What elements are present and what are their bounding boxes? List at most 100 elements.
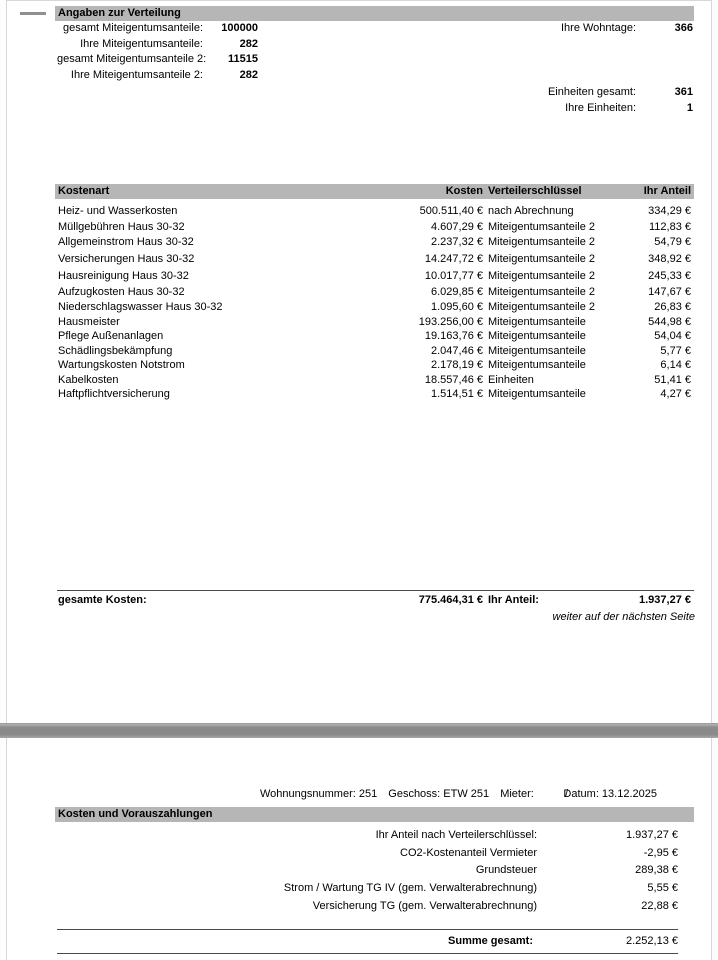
cell-kostenart: Versicherungen Haus 30-32 bbox=[58, 252, 195, 265]
cell-schluessel: Miteigentumsanteile 2 bbox=[488, 252, 596, 265]
cell-anteil: 5,77 € bbox=[660, 344, 691, 357]
cell-kostenart: Hausmeister bbox=[58, 315, 120, 328]
totals-label: gesamte Kosten: bbox=[58, 594, 147, 606]
continuation-note: weiter auf der nächsten Seite bbox=[552, 611, 695, 623]
ihre-einheiten-value: 1 bbox=[686, 101, 693, 114]
table-row: Müllgebühren Haus 30-32 4.607,29 € Mitei… bbox=[55, 221, 694, 234]
cell-kostenart: Niederschlagswasser Haus 30-32 bbox=[58, 301, 223, 313]
sum-divider-line-top bbox=[57, 929, 678, 930]
cell-kostenart: Kabelkosten bbox=[58, 373, 119, 386]
cell-kostenart: Müllgebühren Haus 30-32 bbox=[58, 220, 185, 233]
cell-anteil: 147,67 € bbox=[648, 285, 691, 298]
p2-row-value: 22,88 € bbox=[641, 899, 678, 912]
section-header-vorauszahlungen: Kosten und Vorauszahlungen bbox=[55, 807, 694, 822]
cell-schluessel: Miteigentumsanteile bbox=[488, 344, 586, 357]
p2-row-value: 289,38 € bbox=[635, 864, 678, 877]
cell-schluessel: Miteigentumsanteile bbox=[488, 330, 586, 342]
col-header-schluessel: Verteilerschlüssel bbox=[488, 185, 582, 197]
dist-label-0: gesamt Miteigentumsanteile: bbox=[62, 22, 203, 34]
cell-kostenart: Allgemeinstrom Haus 30-32 bbox=[58, 236, 194, 248]
cell-kosten: 500.511,40 € bbox=[419, 205, 483, 217]
table-row: Wartungskosten Notstrom 2.178,19 € Mitei… bbox=[55, 359, 694, 372]
page-2 bbox=[6, 738, 712, 960]
meta-slash: / bbox=[565, 788, 569, 800]
cell-kostenart: Hausreinigung Haus 30-32 bbox=[58, 269, 189, 282]
col-header-kosten: Kosten bbox=[445, 185, 483, 197]
cell-schluessel: Miteigentumsanteile bbox=[488, 388, 586, 400]
table-row: Niederschlagswasser Haus 30-32 1.095,60 … bbox=[55, 301, 694, 314]
cell-kosten: 14.247,72 € bbox=[424, 252, 483, 265]
dist-value-2: 11515 bbox=[228, 53, 258, 65]
dist-value-3: 282 bbox=[239, 68, 258, 81]
table-header: Kostenart Kosten Verteilerschlüssel Ihr … bbox=[55, 184, 694, 199]
table-row: Allgemeinstrom Haus 30-32 2.237,32 € Mit… bbox=[55, 236, 694, 249]
sum-label: Summe gesamt: bbox=[448, 935, 533, 947]
cell-anteil: 54,79 € bbox=[654, 236, 691, 248]
einheiten-gesamt-value: 361 bbox=[674, 86, 693, 98]
table-row: Hausmeister 193.256,00 € Miteigentumsant… bbox=[55, 316, 694, 329]
p2-row-label: Versicherung TG (gem. Verwalterabrechnun… bbox=[312, 899, 537, 912]
section-header-verteilung-label: Angaben zur Verteilung bbox=[58, 7, 181, 19]
page2-meta-line: Wohnungsnummer: 251 Geschoss: ETW 251 Mi… bbox=[260, 788, 657, 801]
cell-anteil: 245,33 € bbox=[648, 269, 691, 282]
col-header-anteil: Ihr Anteil bbox=[643, 185, 691, 197]
cell-kosten: 10.017,77 € bbox=[424, 269, 483, 282]
cell-anteil: 112,83 € bbox=[648, 220, 691, 233]
table-row: Versicherungen Haus 30-32 14.247,72 € Mi… bbox=[55, 253, 694, 266]
cell-kostenart: Haftpflichtversicherung bbox=[58, 388, 170, 400]
cell-kosten: 193.256,00 € bbox=[418, 315, 483, 328]
cell-kosten: 4.607,29 € bbox=[431, 220, 483, 233]
sum-value: 2.252,13 € bbox=[626, 935, 678, 947]
meta-wohnungsnummer: Wohnungsnummer: 251 bbox=[260, 788, 378, 800]
cell-kosten: 2.237,32 € bbox=[431, 236, 483, 248]
cell-schluessel: Miteigentumsanteile 2 bbox=[488, 220, 596, 233]
page-1 bbox=[6, 0, 712, 724]
cell-schluessel: Miteigentumsanteile bbox=[488, 359, 586, 371]
ihre-einheiten-label: Ihre Einheiten: bbox=[565, 101, 636, 114]
totals-divider-line bbox=[57, 590, 694, 591]
sum-divider-line-bottom bbox=[57, 953, 678, 954]
fold-mark bbox=[20, 12, 46, 15]
cell-kostenart: Aufzugkosten Haus 30-32 bbox=[58, 285, 185, 298]
page-separator bbox=[0, 723, 718, 738]
table-row: Schädlingsbekämpfung 2.047,46 € Miteigen… bbox=[55, 345, 694, 358]
cell-anteil: 54,04 € bbox=[654, 330, 691, 342]
cell-kosten: 1.514,51 € bbox=[431, 388, 483, 400]
cell-schluessel: Miteigentumsanteile 2 bbox=[488, 236, 596, 248]
dist-value-0: 100000 bbox=[221, 22, 258, 34]
table-row: Haftpflichtversicherung 1.514,51 € Mitei… bbox=[55, 388, 694, 401]
cell-anteil: 26,83 € bbox=[654, 301, 691, 313]
dist-label-2: gesamt Miteigentumsanteile 2: bbox=[57, 53, 207, 65]
col-header-kostenart: Kostenart bbox=[58, 185, 110, 197]
totals-anteil-label: Ihr Anteil: bbox=[488, 594, 539, 606]
cell-kostenart: Schädlingsbekämpfung bbox=[58, 344, 173, 357]
cell-kosten: 2.047,46 € bbox=[431, 344, 483, 357]
cell-anteil: 334,29 € bbox=[648, 205, 691, 217]
cell-anteil: 6,14 € bbox=[660, 359, 691, 371]
dist-value-1: 282 bbox=[239, 37, 258, 50]
p2-row-label: CO2-Kostenanteil Vermieter bbox=[400, 846, 537, 859]
cell-anteil: 544,98 € bbox=[648, 315, 691, 328]
cell-schluessel: Einheiten bbox=[488, 373, 534, 386]
cell-schluessel: Miteigentumsanteile 2 bbox=[488, 285, 596, 298]
meta-geschoss: Geschoss: ETW 251 bbox=[388, 788, 490, 800]
totals-kosten: 775.464,31 € bbox=[418, 594, 483, 606]
p2-row-label: Grundsteuer bbox=[475, 864, 537, 877]
table-row: Kabelkosten 18.557,46 € Einheiten 51,41 … bbox=[55, 374, 694, 387]
einheiten-gesamt-label: Einheiten gesamt: bbox=[547, 86, 636, 98]
p2-row-value: -2,95 € bbox=[643, 846, 678, 859]
cell-anteil: 4,27 € bbox=[660, 388, 691, 400]
meta-mieter: Mieter: bbox=[500, 788, 534, 800]
cell-kosten: 2.178,19 € bbox=[431, 359, 483, 371]
cell-kostenart: Pflege Außenanlagen bbox=[58, 330, 164, 342]
table-row: Aufzugkosten Haus 30-32 6.029,85 € Mitei… bbox=[55, 286, 694, 299]
cell-kosten: 18.557,46 € bbox=[424, 373, 483, 386]
cell-schluessel: nach Abrechnung bbox=[488, 205, 574, 217]
table-row: Hausreinigung Haus 30-32 10.017,77 € Mit… bbox=[55, 270, 694, 283]
dist-label-3: Ihre Miteigentumsanteile 2: bbox=[70, 68, 203, 81]
table-row: Heiz- und Wasserkosten 500.511,40 € nach… bbox=[55, 205, 694, 218]
table-row: Pflege Außenanlagen 19.163,76 € Miteigen… bbox=[55, 330, 694, 343]
cell-kostenart: Wartungskosten Notstrom bbox=[58, 359, 185, 371]
wohntage-label: Ihre Wohntage: bbox=[560, 22, 636, 34]
